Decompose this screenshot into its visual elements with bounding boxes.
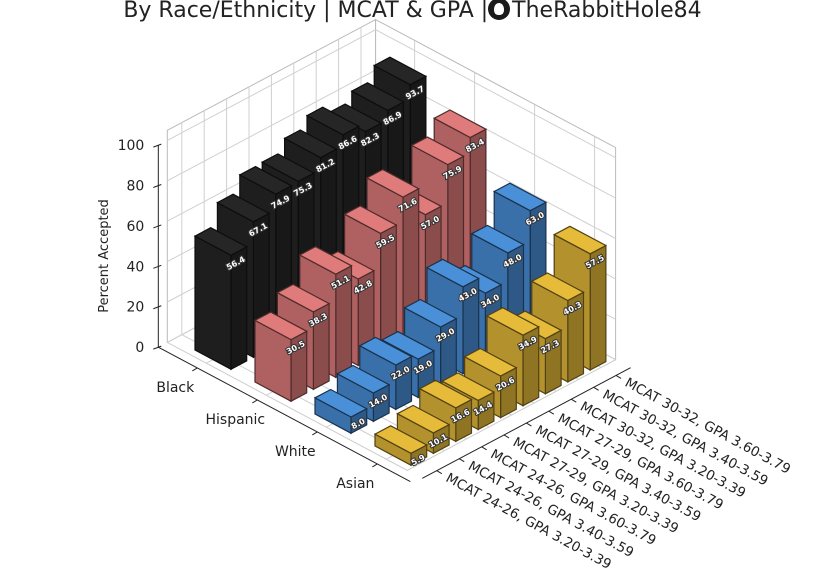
z-tick: [153, 143, 162, 148]
bar-top-face: [380, 330, 436, 360]
bar-top-face: [492, 182, 548, 212]
bar-side-face: [194, 235, 232, 371]
z-tick: [153, 184, 162, 188]
chart-axes: 0 20 40 60 80 100 Percent Accepted Black Hispani…: [97, 138, 631, 492]
category-tick: [615, 375, 622, 379]
bar-top-face: [552, 225, 608, 255]
bar-top-face: [238, 165, 293, 195]
bar-top-face: [216, 193, 271, 223]
z-tick-label: 100: [118, 138, 145, 154]
chart-title-text: By Race/Ethnicity | MCAT & GPA |: [123, 0, 489, 23]
bar-top-face: [313, 388, 368, 418]
bar-top-face: [336, 364, 391, 394]
race-tick-label: White: [275, 444, 316, 460]
bar-top-face: [418, 379, 473, 409]
z-axis-label: Percent Accepted: [97, 199, 112, 313]
bar-asian-0: 5.9: [373, 425, 428, 468]
race-tick: [372, 463, 378, 468]
bar-top-face: [305, 106, 360, 136]
bar-top-face: [470, 224, 525, 254]
bar-top-face: [373, 425, 428, 454]
z-gridline: [167, 29, 616, 159]
bar-top-face: [298, 245, 353, 275]
z-tick: [153, 264, 162, 269]
bar-top-face: [372, 56, 428, 86]
category-tick: [503, 434, 510, 439]
race-tick: [312, 431, 318, 436]
race-tick: [192, 367, 198, 372]
z-tick: [153, 305, 162, 310]
bar-top-face: [283, 129, 338, 159]
chart-bars: 93.786.982.386.681.275.374.967.156.483.4…: [193, 56, 608, 468]
bar-top-face: [350, 82, 405, 112]
author-handle: TheRabbitHole84: [512, 0, 702, 23]
z-tick-label: 20: [126, 300, 144, 316]
race-tick-label: Black: [156, 380, 195, 396]
chart-title: By Race/Ethnicity | MCAT & GPA | TheRabbi…: [0, 0, 825, 23]
bar-top-face: [343, 205, 398, 235]
category-tick: [548, 410, 555, 415]
bar-top-face: [260, 153, 316, 183]
bar-top-face: [425, 258, 480, 288]
z-tick-label: 0: [135, 340, 144, 356]
bar-top-face: [358, 336, 413, 366]
bar-front-face: [395, 355, 413, 411]
bar-top-face: [403, 298, 458, 328]
bar-top-face: [440, 372, 496, 402]
bar-top-face: [396, 404, 451, 434]
rabbit-logo-icon: [488, 0, 511, 20]
category-tick: [526, 422, 532, 427]
bar-top-face: [463, 347, 518, 377]
race-tick-label: Asian: [336, 476, 374, 492]
bar-black-0: 56.4: [193, 227, 248, 371]
bar-top-face: [276, 283, 331, 313]
bar-white-0: 8.0: [313, 388, 368, 435]
bar-top-face: [485, 307, 540, 336]
category-tick: [481, 446, 487, 451]
z-tick-label: 40: [126, 259, 144, 275]
z-tick-label: 60: [126, 219, 144, 235]
category-tick: [593, 386, 599, 391]
bar-top-face: [253, 311, 308, 341]
bar-top-face: [530, 272, 585, 302]
category-tick: [570, 398, 577, 403]
bar-top-face: [432, 109, 488, 139]
z-tick: [153, 345, 162, 350]
bar-asian-2: 16.6: [418, 379, 473, 443]
bar-top-face: [193, 227, 248, 256]
z-tick: [153, 224, 162, 229]
bar-top-face: [410, 136, 465, 166]
race-tick-label: Hispanic: [205, 412, 265, 428]
category-tick: [458, 458, 465, 463]
bar-top-face: [365, 168, 420, 198]
bar-hispanic-0: 30.5: [253, 311, 308, 403]
race-axis-line: [158, 346, 411, 482]
category-tick: [436, 470, 443, 475]
race-tick: [252, 399, 258, 404]
z-tick-label: 80: [126, 179, 144, 195]
